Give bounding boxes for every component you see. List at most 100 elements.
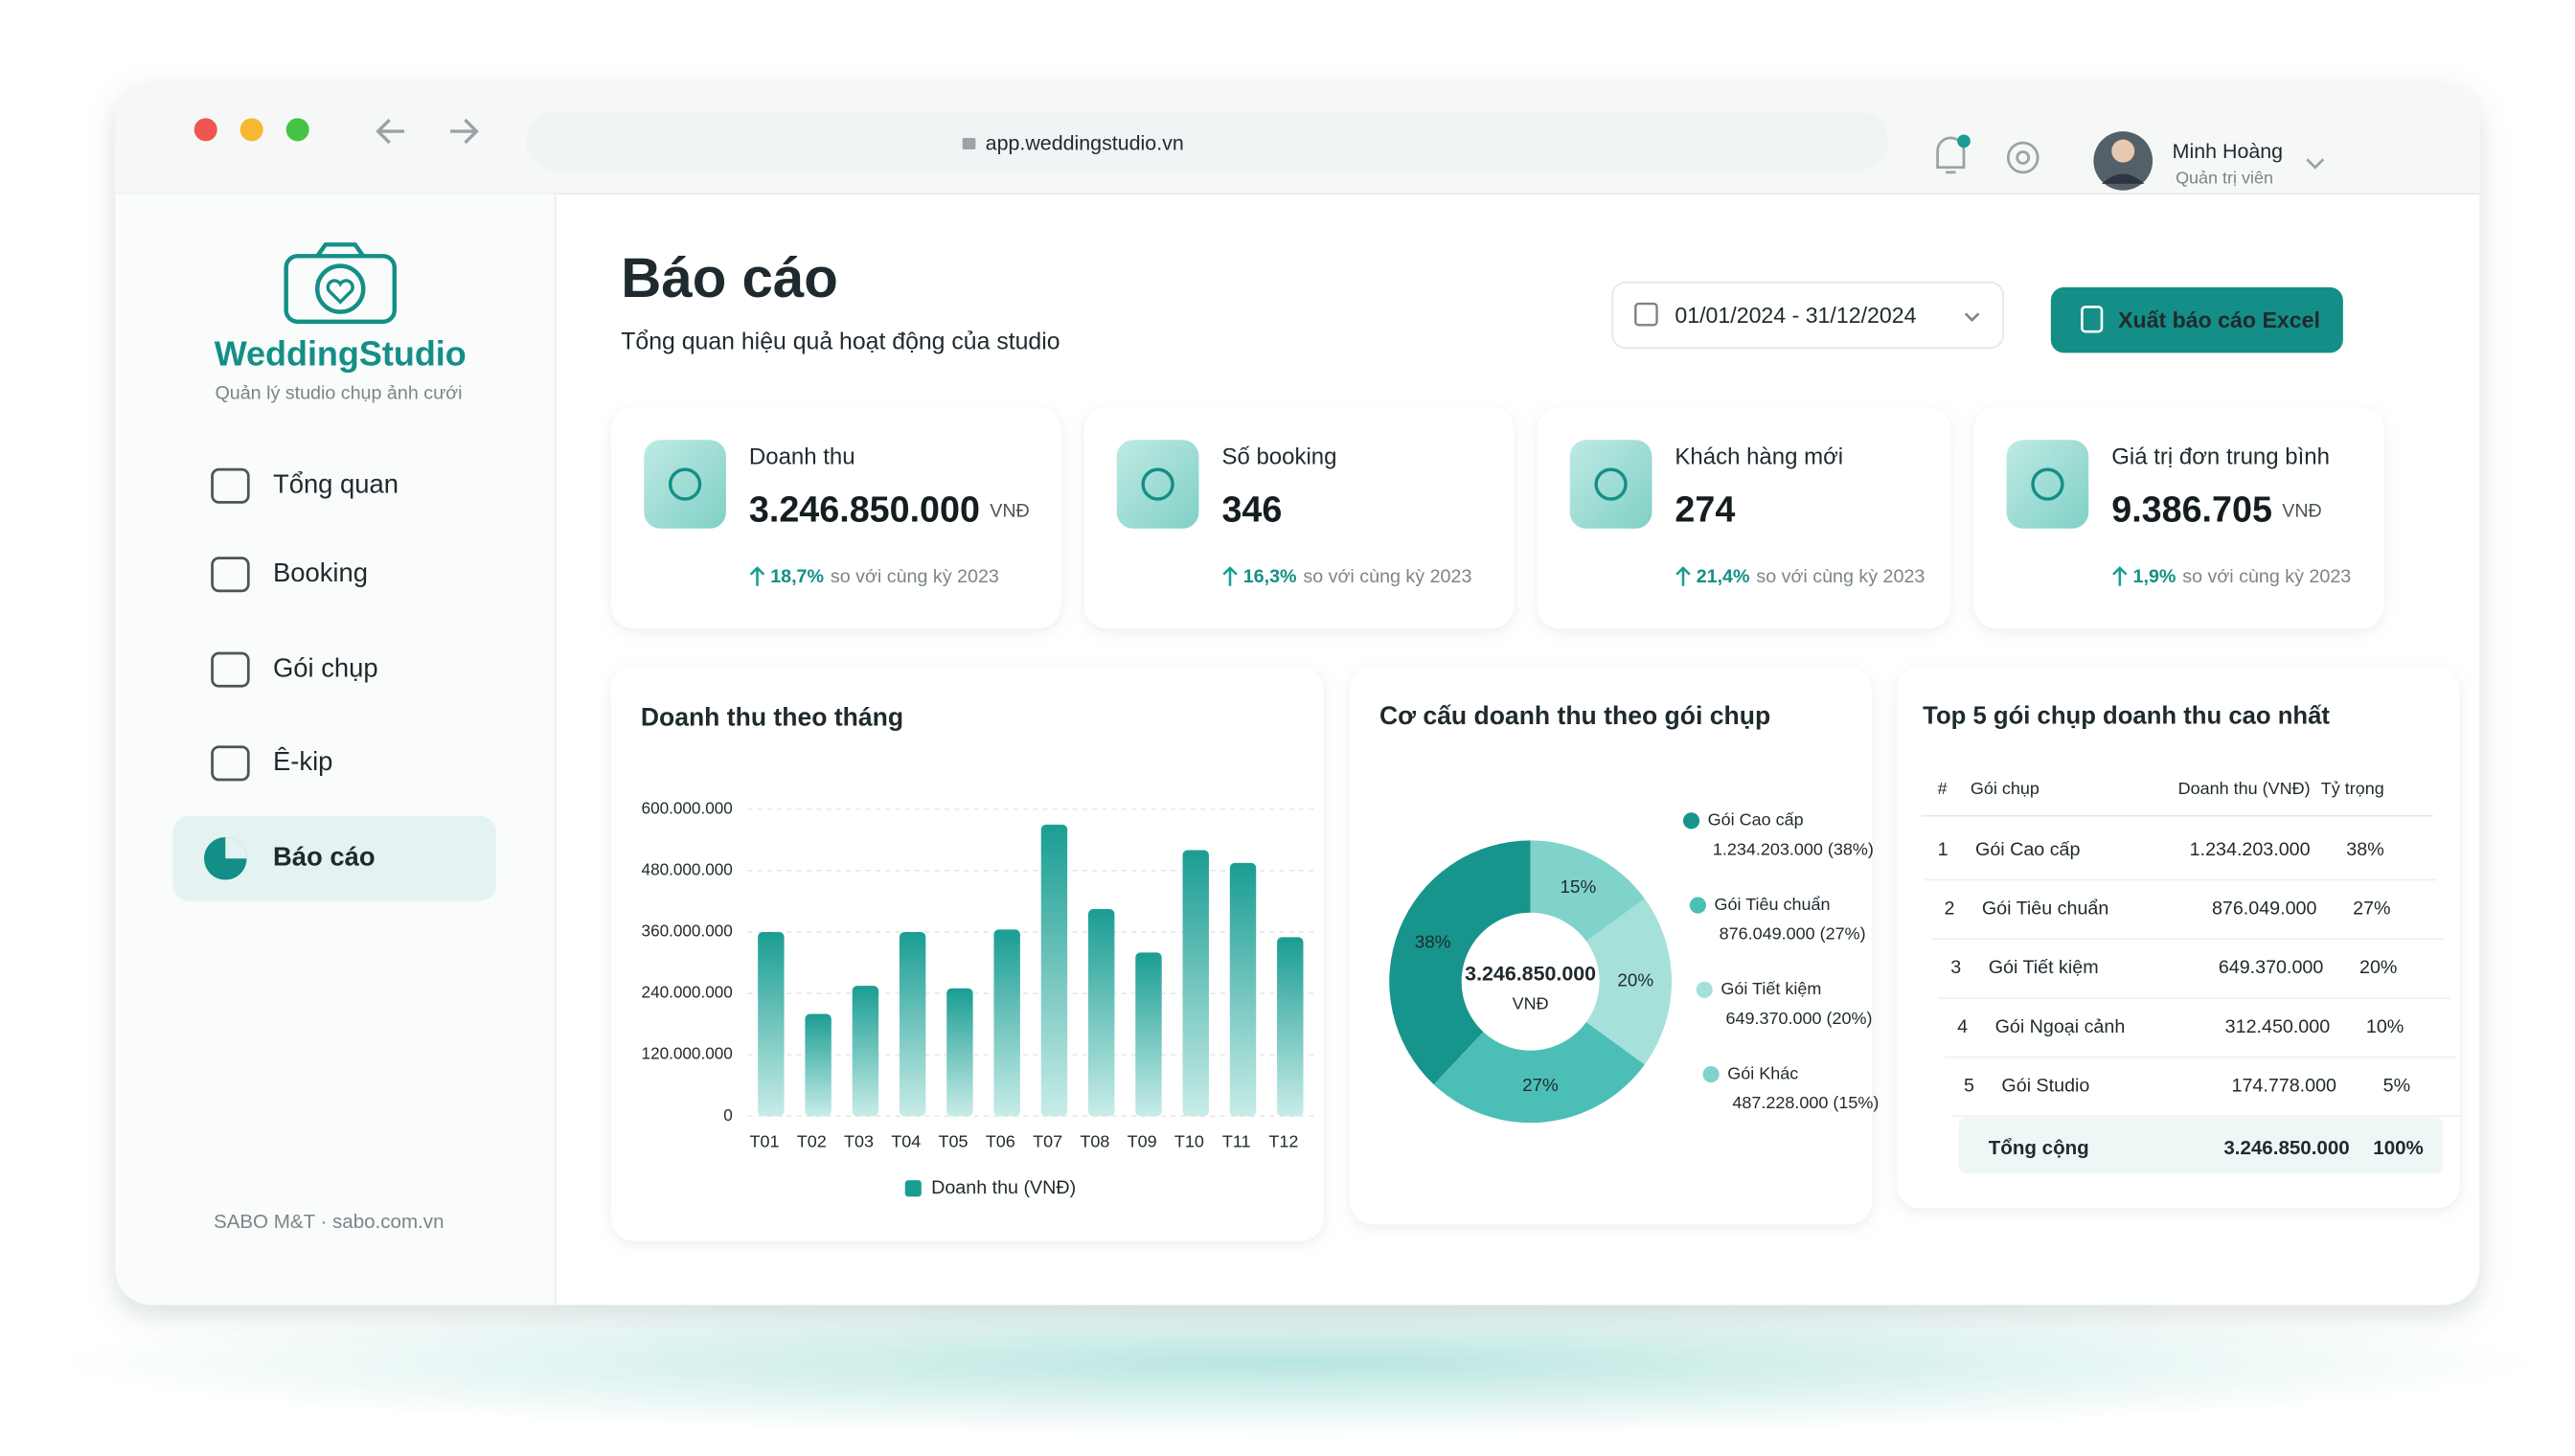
legend-label: Doanh thu (VNĐ) bbox=[931, 1177, 1076, 1198]
kpi-value: 346 bbox=[1221, 489, 1282, 530]
window-maximize[interactable] bbox=[285, 118, 309, 142]
legend-dot bbox=[1696, 981, 1713, 998]
table-cell: 649.370.000 bbox=[2219, 957, 2324, 978]
kpi-icon bbox=[2006, 440, 2089, 529]
kpi-icon-glyph bbox=[1141, 467, 1174, 501]
table-cell: 3 bbox=[1950, 957, 1961, 978]
kpi-label: Giá trị đơn trung bình bbox=[2111, 444, 2330, 469]
kpi-row: Doanh thu 3.246.850.000 VNĐ 18,7% so với cùn… bbox=[610, 406, 2384, 629]
bar bbox=[1229, 862, 1257, 1117]
total-cell: 3.246.850.000 bbox=[2223, 1137, 2349, 1159]
kpi-value-line: 3.246.850.000 VNĐ bbox=[749, 489, 1030, 530]
notification-icon[interactable] bbox=[1936, 136, 1966, 174]
kpi-icon-glyph bbox=[1594, 467, 1628, 501]
total-cell: Tổng cộng bbox=[1989, 1137, 2089, 1159]
package-name: Gói Tiết kiệm bbox=[1989, 957, 2099, 978]
nav-icon bbox=[211, 651, 250, 688]
sidebar bbox=[115, 193, 556, 1306]
forward-button[interactable] bbox=[450, 118, 479, 145]
user-name: Minh Hoàng bbox=[2173, 140, 2283, 163]
legend-label: Gói Khác bbox=[1727, 1063, 1798, 1082]
nav-item[interactable]: Tổng quan bbox=[211, 467, 399, 504]
kpi-icon-glyph bbox=[668, 467, 702, 501]
y-tick-label: 480.000.000 bbox=[642, 859, 733, 878]
bar bbox=[852, 986, 879, 1117]
sidebar-footer: SABO M&T · sabo.com.vn bbox=[214, 1211, 444, 1233]
y-tick-label: 360.000.000 bbox=[642, 921, 733, 941]
nav-item[interactable]: Báo cáo bbox=[172, 815, 497, 901]
slice-label: 27% bbox=[1522, 1075, 1559, 1095]
date-picker[interactable] bbox=[1611, 281, 2005, 350]
nav-icon bbox=[211, 467, 250, 504]
settings-icon-core bbox=[2016, 150, 2031, 165]
x-tick-label: T06 bbox=[986, 1131, 1015, 1150]
nav-active-bg bbox=[172, 815, 497, 901]
table-cell: 38% bbox=[2346, 839, 2383, 860]
package-name: Gói Cao cấp bbox=[1975, 839, 2080, 860]
nav-icon bbox=[211, 557, 250, 593]
legend-dot bbox=[1702, 1066, 1720, 1083]
kpi-compare: so với cùng kỳ 2023 bbox=[1756, 566, 1925, 587]
user-menu-caret[interactable] bbox=[2306, 158, 2325, 170]
floor-shadow bbox=[49, 1288, 2545, 1437]
top-table: Top 5 gói chụp doanh thu cao nhất # Gói ch… bbox=[1921, 703, 2463, 1174]
nav-item[interactable]: Ê-kip bbox=[211, 745, 333, 782]
pie-slice bbox=[1530, 840, 1645, 942]
brand-logo bbox=[284, 242, 398, 325]
kpi-change: 1,9% bbox=[2133, 566, 2176, 587]
kpi-icon bbox=[1116, 440, 1199, 529]
x-tick-label: T02 bbox=[797, 1131, 827, 1150]
excel-icon bbox=[2081, 306, 2104, 333]
kpi-change-line: 21,4% so với cùng kỳ 2023 bbox=[1697, 566, 1926, 587]
table-cell: 20% bbox=[2359, 957, 2397, 978]
nav-item[interactable]: Booking bbox=[211, 557, 368, 593]
kpi-card: Khách hàng mới 274 21,4% so với cùng kỳ 202… bbox=[1537, 406, 1951, 629]
table-cell: 312.450.000 bbox=[2225, 1016, 2331, 1037]
table-cell: 5 bbox=[1964, 1076, 1974, 1097]
y-tick-label: 240.000.000 bbox=[642, 983, 733, 1002]
kpi-change-line: 1,9% so với cùng kỳ 2023 bbox=[2133, 566, 2352, 587]
total-row-bg bbox=[1958, 1117, 2444, 1174]
window-close[interactable] bbox=[194, 118, 217, 142]
nav-label: Báo cáo bbox=[273, 841, 376, 871]
package-name: Gói Ngoại cảnh bbox=[1995, 1016, 2126, 1037]
address-bar[interactable] bbox=[525, 111, 1889, 171]
table-panel bbox=[1896, 666, 2460, 1209]
kpi-compare: so với cùng kỳ 2023 bbox=[1303, 566, 1471, 587]
table-cell: 1.234.203.000 bbox=[2190, 839, 2311, 860]
legend-swatch bbox=[904, 1180, 922, 1197]
export-label: Xuất báo cáo Excel bbox=[2118, 307, 2320, 332]
column-header: # bbox=[1938, 779, 1948, 798]
kpi-up-arrow bbox=[1222, 566, 1238, 586]
x-tick-label: T04 bbox=[891, 1131, 921, 1150]
bar bbox=[1277, 937, 1304, 1117]
window-minimize[interactable] bbox=[239, 118, 263, 142]
table-title: Top 5 gói chụp doanh thu cao nhất bbox=[1923, 703, 2330, 730]
url: app.weddingstudio.vn bbox=[986, 131, 1184, 154]
kpi-unit: VNĐ bbox=[990, 501, 1030, 522]
nav-label: Tổng quan bbox=[273, 468, 399, 498]
nav: Tổng quan Booking Gói chụp Ê-kip Báo cáo bbox=[172, 467, 497, 901]
brand-name: WeddingStudio bbox=[215, 333, 467, 373]
bar bbox=[946, 988, 973, 1117]
package-name: Gói Studio bbox=[2001, 1076, 2089, 1097]
settings-icon[interactable] bbox=[2006, 141, 2039, 174]
legend-label: Gói Tiêu chuẩn bbox=[1715, 895, 1831, 914]
x-tick-label: T03 bbox=[844, 1131, 874, 1150]
x-tick-label: T12 bbox=[1268, 1131, 1298, 1150]
page-subtitle: Tổng quan hiệu quả hoạt động của studio bbox=[621, 330, 1060, 355]
total-cell: 100% bbox=[2373, 1137, 2424, 1159]
kpi-unit: VNĐ bbox=[2282, 501, 2322, 522]
bar bbox=[758, 932, 785, 1117]
table-cell: 5% bbox=[2383, 1076, 2410, 1097]
table-cell: 27% bbox=[2353, 899, 2390, 920]
nav-item[interactable]: Gói chụp bbox=[211, 651, 378, 688]
kpi-value-line: 274 bbox=[1675, 489, 1735, 530]
back-button[interactable] bbox=[376, 118, 405, 145]
export-button[interactable] bbox=[2050, 286, 2343, 353]
slice-label: 20% bbox=[1617, 970, 1653, 990]
kpi-value: 9.386.705 bbox=[2111, 489, 2272, 530]
x-tick-label: T11 bbox=[1222, 1131, 1251, 1150]
nav-label: Ê-kip bbox=[273, 746, 332, 776]
